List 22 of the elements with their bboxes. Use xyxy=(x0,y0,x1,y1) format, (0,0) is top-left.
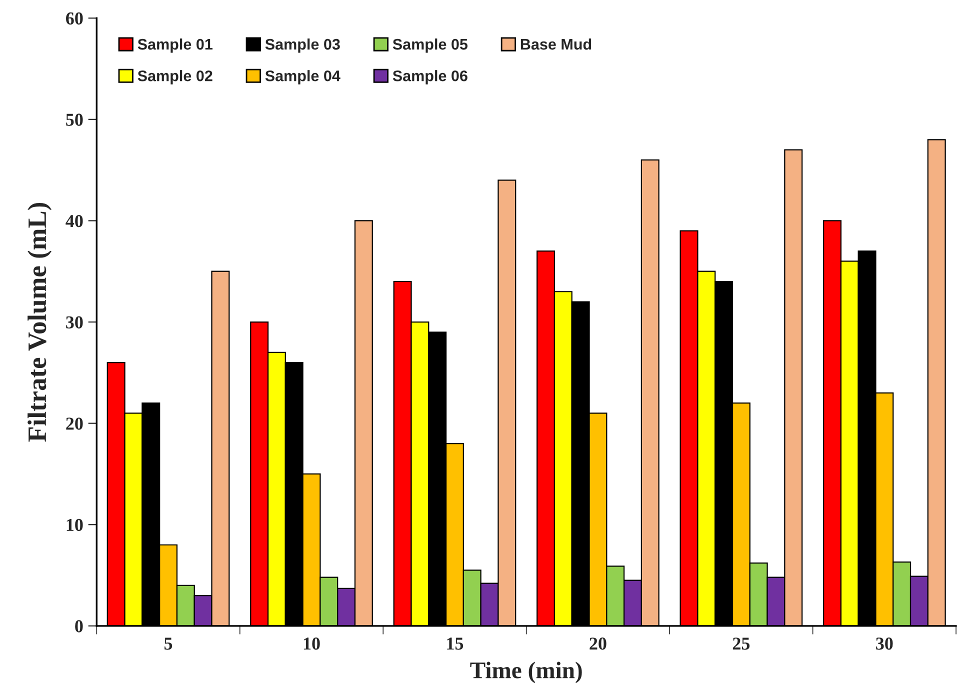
y-tick-label: 50 xyxy=(66,114,83,126)
legend-label: Sample 05 xyxy=(392,38,468,53)
y-tick-label: 40 xyxy=(66,214,83,228)
x-tick-label: 10 xyxy=(304,638,320,650)
x-axis-title: Time (min) xyxy=(470,662,582,684)
y-tick-label: 60 xyxy=(66,12,83,25)
x-tick-label: 15 xyxy=(447,638,464,650)
y-axis-title: Filtrate Volume (mL) xyxy=(28,202,52,442)
legend-label: Sample 02 xyxy=(138,70,212,84)
legend-label: Sample 03 xyxy=(265,38,340,53)
legend-label: Sample 01 xyxy=(138,38,212,53)
y-tick-label: 0 xyxy=(75,620,83,632)
y-tick-label: 10 xyxy=(66,518,83,532)
legend-label: Base Mud xyxy=(520,38,592,50)
x-tick-label: 20 xyxy=(590,638,606,650)
x-tick-label: 5 xyxy=(164,638,172,650)
x-tick-label: 30 xyxy=(876,638,893,650)
x-tick-label: 25 xyxy=(732,638,750,650)
y-tick-label: 30 xyxy=(66,316,83,328)
y-tick-label: 20 xyxy=(66,418,83,430)
legend-label: Sample 06 xyxy=(392,70,468,84)
legend-label: Sample 04 xyxy=(265,70,340,84)
